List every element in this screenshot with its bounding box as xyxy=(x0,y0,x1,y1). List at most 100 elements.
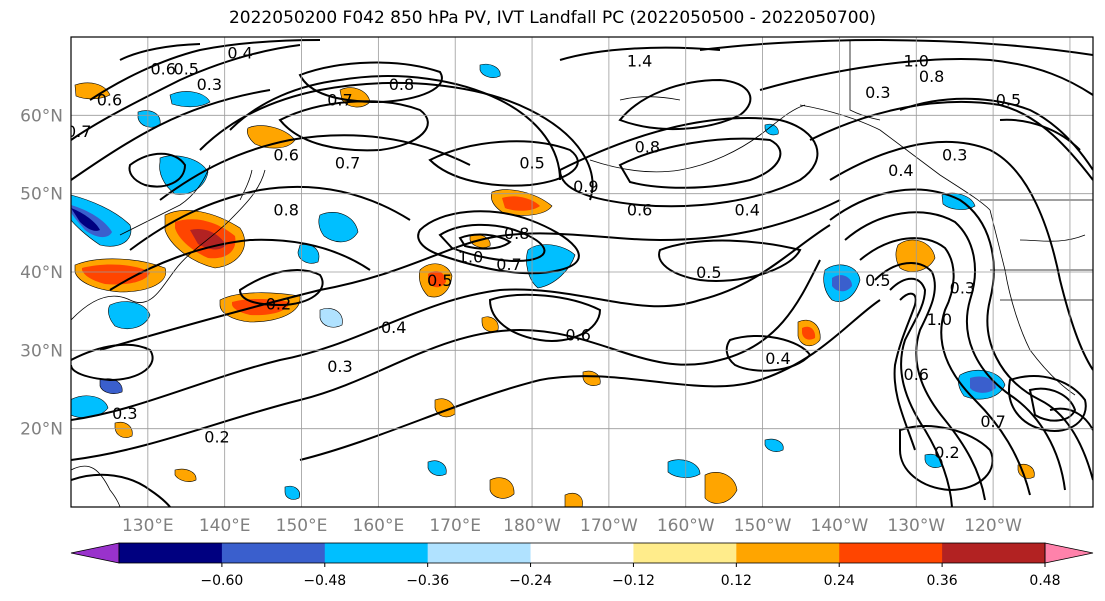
contour-label: 0.6 xyxy=(97,91,122,110)
contour-label: 0.4 xyxy=(381,318,406,337)
contour-label: 0.5 xyxy=(865,271,890,290)
contour-label: 0.4 xyxy=(227,44,252,63)
pv-shading xyxy=(71,63,1035,507)
colorbar-segment xyxy=(633,543,737,563)
pv-contours xyxy=(71,39,1093,507)
colorbar-segment xyxy=(221,543,326,563)
lat-tick-label: 30°N xyxy=(20,341,63,361)
shade-patch xyxy=(802,326,816,340)
contour-label: 0.8 xyxy=(389,75,414,94)
lat-tick-label: 60°N xyxy=(20,106,63,126)
contour-label: 0.4 xyxy=(765,349,790,368)
contour-label: 0.3 xyxy=(865,83,890,102)
latitude-labels: 20°N 30°N 40°N 50°N 60°N xyxy=(20,106,63,439)
lat-tick-label: 40°N xyxy=(20,263,63,283)
colorbar-tick-label: 0.48 xyxy=(1029,573,1060,589)
shade-patch xyxy=(74,82,111,100)
contour-label: 0.6 xyxy=(565,326,590,345)
colorbar-segment xyxy=(324,543,429,563)
shade-patch xyxy=(114,421,133,438)
contour-label: 0.5 xyxy=(996,91,1021,110)
shade-patch xyxy=(502,196,540,211)
shade-patch xyxy=(764,438,784,452)
contour-label: 1.0 xyxy=(458,247,483,266)
longitude-labels: 130°E 140°E 150°E 160°E 170°E 180°W 170°W 160°W… xyxy=(122,516,1022,536)
contour-label: 0.8 xyxy=(919,67,944,86)
colorbar-tick-label: −0.48 xyxy=(303,573,346,589)
lon-tick-label: 160°W xyxy=(657,516,715,536)
colorbar-tick-label: −0.36 xyxy=(406,573,449,589)
colorbar-segment xyxy=(942,543,1046,563)
lon-tick-label: 130°E xyxy=(122,516,174,536)
contour-label: 0.2 xyxy=(266,294,291,313)
shade-patch xyxy=(232,298,290,316)
contour-label: 0.3 xyxy=(197,75,222,94)
contour-label: 0.7 xyxy=(335,153,360,172)
contour-label: 0.7 xyxy=(496,255,521,274)
lon-tick-label: 170°W xyxy=(580,516,638,536)
contour-label: 0.7 xyxy=(66,122,91,141)
shade-patch xyxy=(318,212,359,243)
lat-tick-label: 20°N xyxy=(20,420,63,440)
colorbar xyxy=(70,542,1094,567)
lon-tick-label: 150°W xyxy=(734,516,792,536)
colorbar-tick-label: 0.36 xyxy=(927,573,958,589)
shade-patch xyxy=(526,244,576,289)
colorbar-outline xyxy=(118,542,1046,564)
map-area: 0.40.50.60.30.60.70.80.70.6 0.7 0.51.40.80… xyxy=(66,37,1093,507)
grid-lines xyxy=(71,37,1093,507)
contour-label: 0.5 xyxy=(174,59,199,78)
contour-label: 0.6 xyxy=(627,200,652,219)
shade-patch xyxy=(481,316,499,332)
contour-label: 0.2 xyxy=(934,443,959,462)
contour-label: 0.3 xyxy=(950,279,975,298)
lon-tick-label: 170°E xyxy=(429,516,481,536)
shade-patch xyxy=(832,275,852,292)
contour-label: 0.5 xyxy=(427,271,452,290)
colorbar-extend-left xyxy=(70,542,120,564)
shade-patch xyxy=(427,460,447,476)
shade-patch xyxy=(284,485,300,500)
shade-patch xyxy=(970,376,996,393)
shade-patch xyxy=(428,271,446,288)
shade-patch xyxy=(479,63,501,78)
contour-label: 0.6 xyxy=(150,59,175,78)
lat-tick-label: 50°N xyxy=(20,185,63,205)
contour-label: 0.6 xyxy=(904,365,929,384)
contour-label: 0.5 xyxy=(696,263,721,282)
shade-patch xyxy=(82,264,150,285)
contour-label: 0.5 xyxy=(519,153,544,172)
contour-label: 0.7 xyxy=(980,412,1005,431)
shade-patch xyxy=(704,471,738,504)
contour-labels: 0.40.50.60.30.60.70.80.70.6 0.7 0.51.40.80… xyxy=(66,44,1021,462)
chart-title: 2022050200 F042 850 hPa PV, IVT Landfall… xyxy=(228,8,876,28)
colorbar-segment xyxy=(736,543,840,563)
contour-label: 0.3 xyxy=(942,146,967,165)
contour-label: 0.8 xyxy=(273,200,298,219)
colorbar-segment xyxy=(427,543,532,563)
contour-label: 0.8 xyxy=(504,224,529,243)
map-border xyxy=(70,36,1094,508)
contour-label: 0.3 xyxy=(112,404,137,423)
shade-patch xyxy=(564,492,583,507)
lon-tick-label: 180°W xyxy=(503,516,561,536)
contour-label: 1.0 xyxy=(927,310,952,329)
contour-label: 0.9 xyxy=(573,177,598,196)
lon-tick-label: 140°W xyxy=(811,516,869,536)
contour-label: 0.3 xyxy=(327,357,352,376)
colorbar-tick-label: 0.24 xyxy=(824,573,855,589)
shade-patch xyxy=(71,208,100,231)
shade-patch xyxy=(582,370,601,386)
colorbar-tick-label: −0.24 xyxy=(509,573,552,589)
contour-label: 0.8 xyxy=(635,138,660,157)
lon-tick-label: 140°E xyxy=(199,516,251,536)
colorbar-extend-right xyxy=(1044,542,1094,564)
contour-label: 0.7 xyxy=(327,91,352,110)
lon-tick-label: 150°E xyxy=(276,516,328,536)
contour-label: 0.4 xyxy=(888,161,913,180)
lon-tick-label: 160°E xyxy=(353,516,405,536)
colorbar-tick-label: −0.60 xyxy=(200,573,243,589)
shade-patch xyxy=(169,91,211,108)
shade-patch xyxy=(108,301,151,329)
